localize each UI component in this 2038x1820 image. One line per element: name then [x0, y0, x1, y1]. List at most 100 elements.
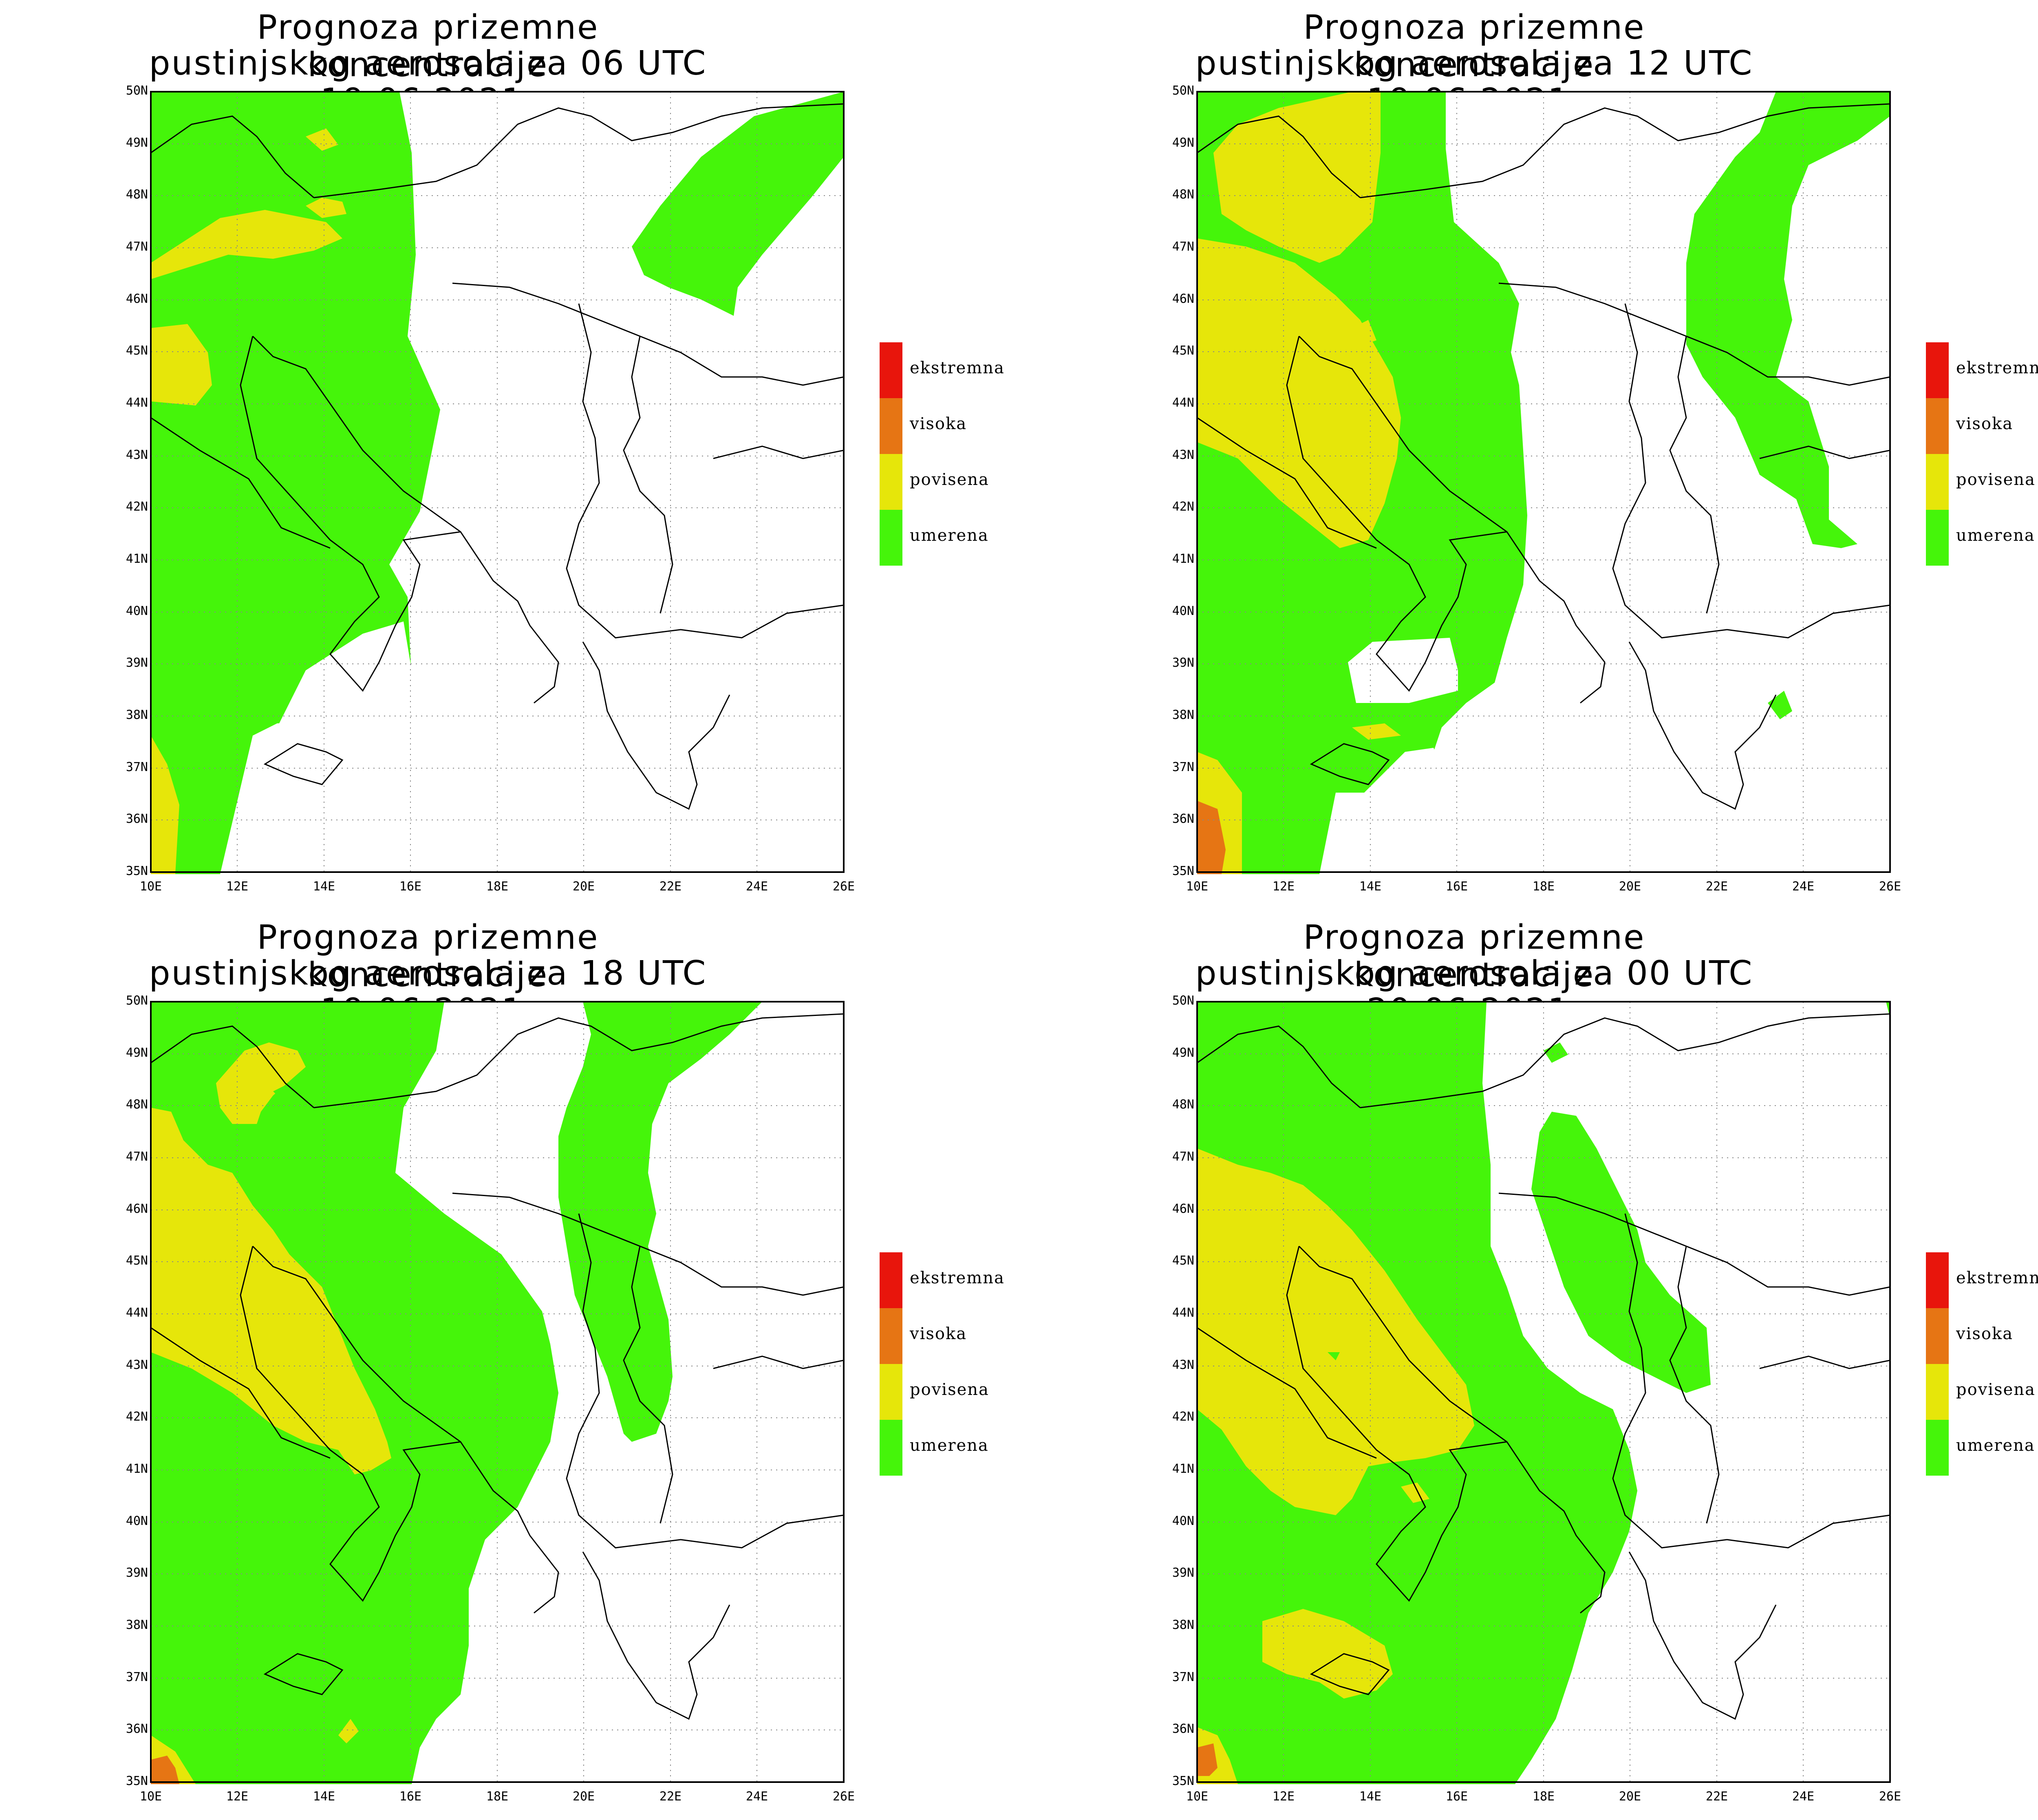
- legend-label: umerena: [910, 1436, 989, 1455]
- lat-label: 44N: [126, 396, 148, 410]
- lat-label: 48N: [126, 187, 148, 202]
- lat-label: 47N: [126, 1150, 148, 1164]
- map-svg: [1196, 1001, 1891, 1784]
- panel-title-line1: Prognoza prizemne koncentracije: [1303, 918, 1645, 994]
- lat-label: 40N: [1172, 1514, 1194, 1528]
- legend-swatch-povisena: [880, 1364, 902, 1420]
- lat-label: 44N: [1172, 1306, 1194, 1320]
- legend-swatch-ekstremna: [880, 342, 902, 398]
- lat-label: 49N: [1172, 136, 1194, 150]
- lon-label: 14E: [1359, 1789, 1382, 1804]
- legend-swatch-visoka: [1926, 398, 1949, 454]
- lat-label: 44N: [1172, 396, 1194, 410]
- lon-label: 14E: [313, 879, 335, 894]
- lat-label: 36N: [1172, 1722, 1194, 1736]
- lon-label: 26E: [832, 879, 855, 894]
- lon-label: 20E: [1619, 1789, 1641, 1804]
- lat-label: 50N: [1172, 994, 1194, 1008]
- lon-label: 10E: [1186, 1789, 1209, 1804]
- lat-label: 49N: [1172, 1046, 1194, 1060]
- lon-label: 16E: [1445, 879, 1468, 894]
- lon-label: 20E: [572, 1789, 595, 1804]
- legend-label: ekstremna: [910, 359, 1005, 377]
- lat-label: 42N: [126, 1410, 148, 1424]
- lon-label: 20E: [572, 879, 595, 894]
- lat-label: 45N: [126, 1254, 148, 1268]
- lon-label: 16E: [399, 1789, 422, 1804]
- lat-label: 46N: [126, 1202, 148, 1216]
- lat-label: 41N: [1172, 552, 1194, 566]
- legend-label: umerena: [1956, 526, 2035, 545]
- lat-label: 50N: [126, 994, 148, 1008]
- lat-label: 38N: [126, 1618, 148, 1632]
- legend-swatch-ekstremna: [1926, 1252, 1949, 1308]
- lon-label: 12E: [1272, 1789, 1295, 1804]
- lat-label: 36N: [126, 812, 148, 826]
- lat-label: 46N: [1172, 1202, 1194, 1216]
- lat-label: 41N: [1172, 1462, 1194, 1476]
- legend-label: ekstremna: [1956, 1269, 2038, 1287]
- lon-label: 22E: [1705, 879, 1728, 894]
- lon-label: 22E: [1705, 1789, 1728, 1804]
- lat-label: 35N: [126, 864, 148, 878]
- legend-label: umerena: [1956, 1436, 2035, 1455]
- lon-label: 26E: [832, 1789, 855, 1804]
- lat-label: 35N: [1172, 864, 1194, 878]
- legend-label: visoka: [910, 1324, 967, 1343]
- lat-label: 40N: [126, 604, 148, 618]
- legend-swatch-povisena: [1926, 454, 1949, 510]
- lat-label: 41N: [126, 552, 148, 566]
- lat-label: 37N: [1172, 760, 1194, 774]
- lat-label: 47N: [1172, 1150, 1194, 1164]
- lat-label: 43N: [126, 448, 148, 462]
- lon-label: 14E: [1359, 879, 1382, 894]
- legend-label: visoka: [1956, 1324, 2014, 1343]
- lat-label: 43N: [1172, 1358, 1194, 1372]
- legend-label: povisena: [1956, 470, 2036, 489]
- legend-label: ekstremna: [910, 1269, 1005, 1287]
- lat-label: 40N: [126, 1514, 148, 1528]
- lat-label: 48N: [1172, 1097, 1194, 1112]
- lon-label: 18E: [486, 1789, 509, 1804]
- lat-label: 50N: [126, 84, 148, 98]
- lon-label: 10E: [1186, 879, 1209, 894]
- lon-label: 26E: [1879, 879, 1901, 894]
- lat-label: 45N: [1172, 1254, 1194, 1268]
- legend-label: povisena: [1956, 1380, 2036, 1399]
- lat-label: 39N: [126, 1566, 148, 1580]
- lat-label: 45N: [1172, 344, 1194, 358]
- lat-label: 38N: [1172, 708, 1194, 722]
- lon-label: 10E: [139, 879, 162, 894]
- legend-swatch-visoka: [880, 1308, 902, 1364]
- lat-label: 47N: [1172, 240, 1194, 254]
- legend-swatch-umerena: [880, 1420, 902, 1476]
- panel-title-line1: Prognoza prizemne koncentracije: [257, 918, 599, 994]
- lat-label: 39N: [126, 656, 148, 670]
- lat-label: 46N: [1172, 292, 1194, 306]
- lat-label: 35N: [1172, 1774, 1194, 1788]
- legend-label: ekstremna: [1956, 359, 2038, 377]
- lat-label: 35N: [126, 1774, 148, 1788]
- map-svg: [1196, 91, 1891, 874]
- lon-label: 12E: [226, 879, 249, 894]
- lat-label: 44N: [126, 1306, 148, 1320]
- lat-label: 41N: [126, 1462, 148, 1476]
- lat-label: 48N: [1172, 187, 1194, 202]
- lat-label: 39N: [1172, 1566, 1194, 1580]
- lat-label: 49N: [126, 1046, 148, 1060]
- legend-swatch-ekstremna: [880, 1252, 902, 1308]
- lon-label: 18E: [486, 879, 509, 894]
- lon-label: 20E: [1619, 879, 1641, 894]
- map-panel-00utc: Prognoza prizemne koncentracije pustinjs…: [1046, 910, 2038, 1820]
- lon-label: 16E: [399, 879, 422, 894]
- lat-label: 36N: [126, 1722, 148, 1736]
- map-panel-06utc: Prognoza prizemne koncentracije pustinjs…: [0, 0, 1046, 910]
- lon-label: 18E: [1532, 1789, 1555, 1804]
- legend-swatch-ekstremna: [1926, 342, 1949, 398]
- lat-label: 47N: [126, 240, 148, 254]
- map-panel-12utc: Prognoza prizemne koncentracije pustinjs…: [1046, 0, 2038, 910]
- lat-label: 43N: [1172, 448, 1194, 462]
- lon-label: 12E: [226, 1789, 249, 1804]
- lat-label: 48N: [126, 1097, 148, 1112]
- lon-label: 22E: [659, 1789, 682, 1804]
